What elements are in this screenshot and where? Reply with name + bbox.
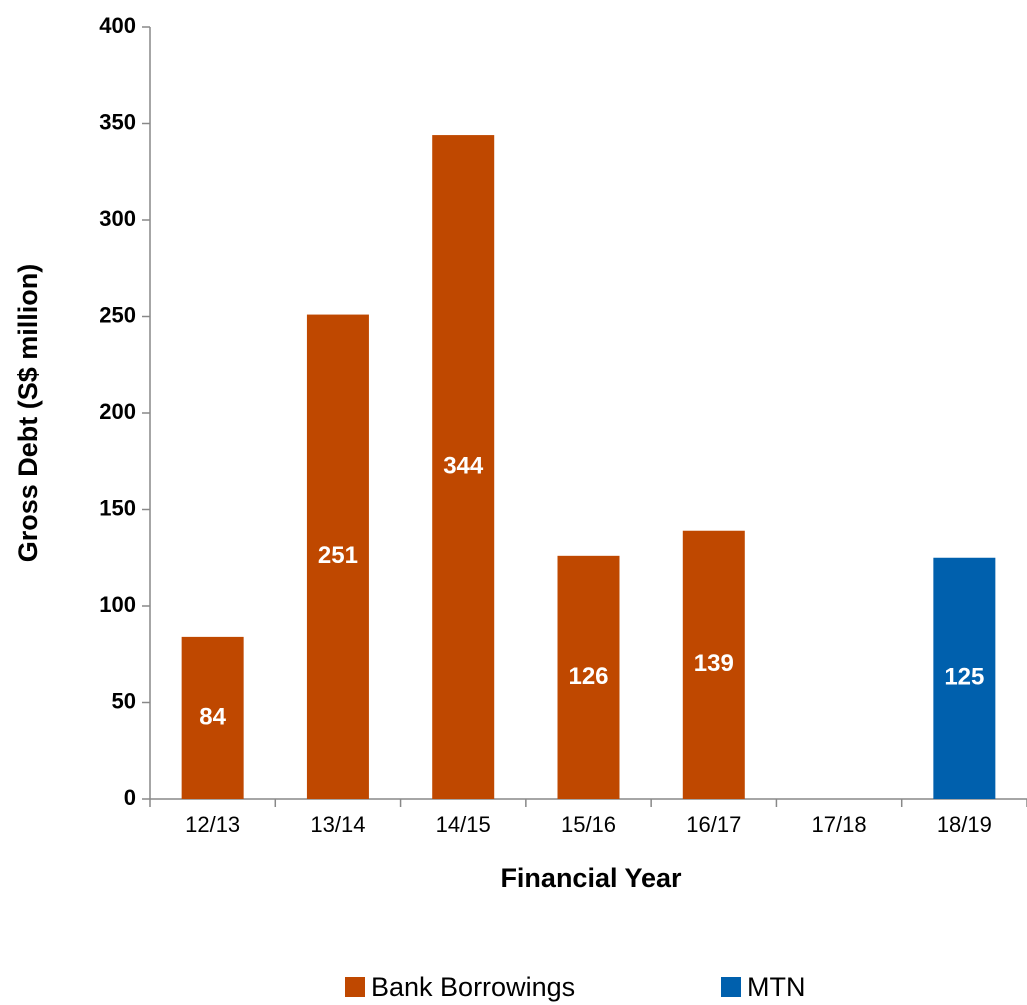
x-tick-label: 16/17 (686, 812, 741, 837)
y-tick-label: 350 (99, 109, 136, 134)
data-label: 126 (568, 663, 608, 690)
y-tick-label: 200 (99, 399, 136, 424)
x-tick-label: 15/16 (561, 812, 616, 837)
data-label: 139 (694, 650, 734, 677)
data-label: 84 (199, 703, 226, 730)
bar (682, 530, 745, 799)
y-tick-label: 50 (112, 688, 136, 713)
x-tick-label: 13/14 (310, 812, 365, 837)
y-tick-label: 100 (99, 592, 136, 617)
bar (306, 314, 369, 799)
bar (432, 135, 495, 799)
legend-label: MTN (747, 972, 805, 1002)
y-tick-label: 300 (99, 206, 136, 231)
data-label: 125 (944, 664, 984, 691)
bar (181, 636, 244, 799)
data-label: 344 (443, 452, 484, 479)
bar (557, 555, 620, 799)
bar (933, 557, 996, 799)
legend-swatch (345, 977, 365, 997)
y-tick-label: 250 (99, 302, 136, 327)
x-tick-label: 14/15 (436, 812, 491, 837)
x-tick-label: 17/18 (812, 812, 867, 837)
y-axis-title: Gross Debt (S$ million) (13, 264, 43, 563)
y-tick-label: 0 (124, 785, 136, 810)
x-tick-label: 12/13 (185, 812, 240, 837)
y-tick-label: 150 (99, 495, 136, 520)
x-tick-label: 18/19 (937, 812, 992, 837)
legend-swatch (721, 977, 741, 997)
legend-label: Bank Borrowings (371, 972, 575, 1002)
x-axis-title: Financial Year (500, 863, 682, 893)
data-label: 251 (318, 542, 358, 569)
y-tick-label: 400 (99, 13, 136, 38)
